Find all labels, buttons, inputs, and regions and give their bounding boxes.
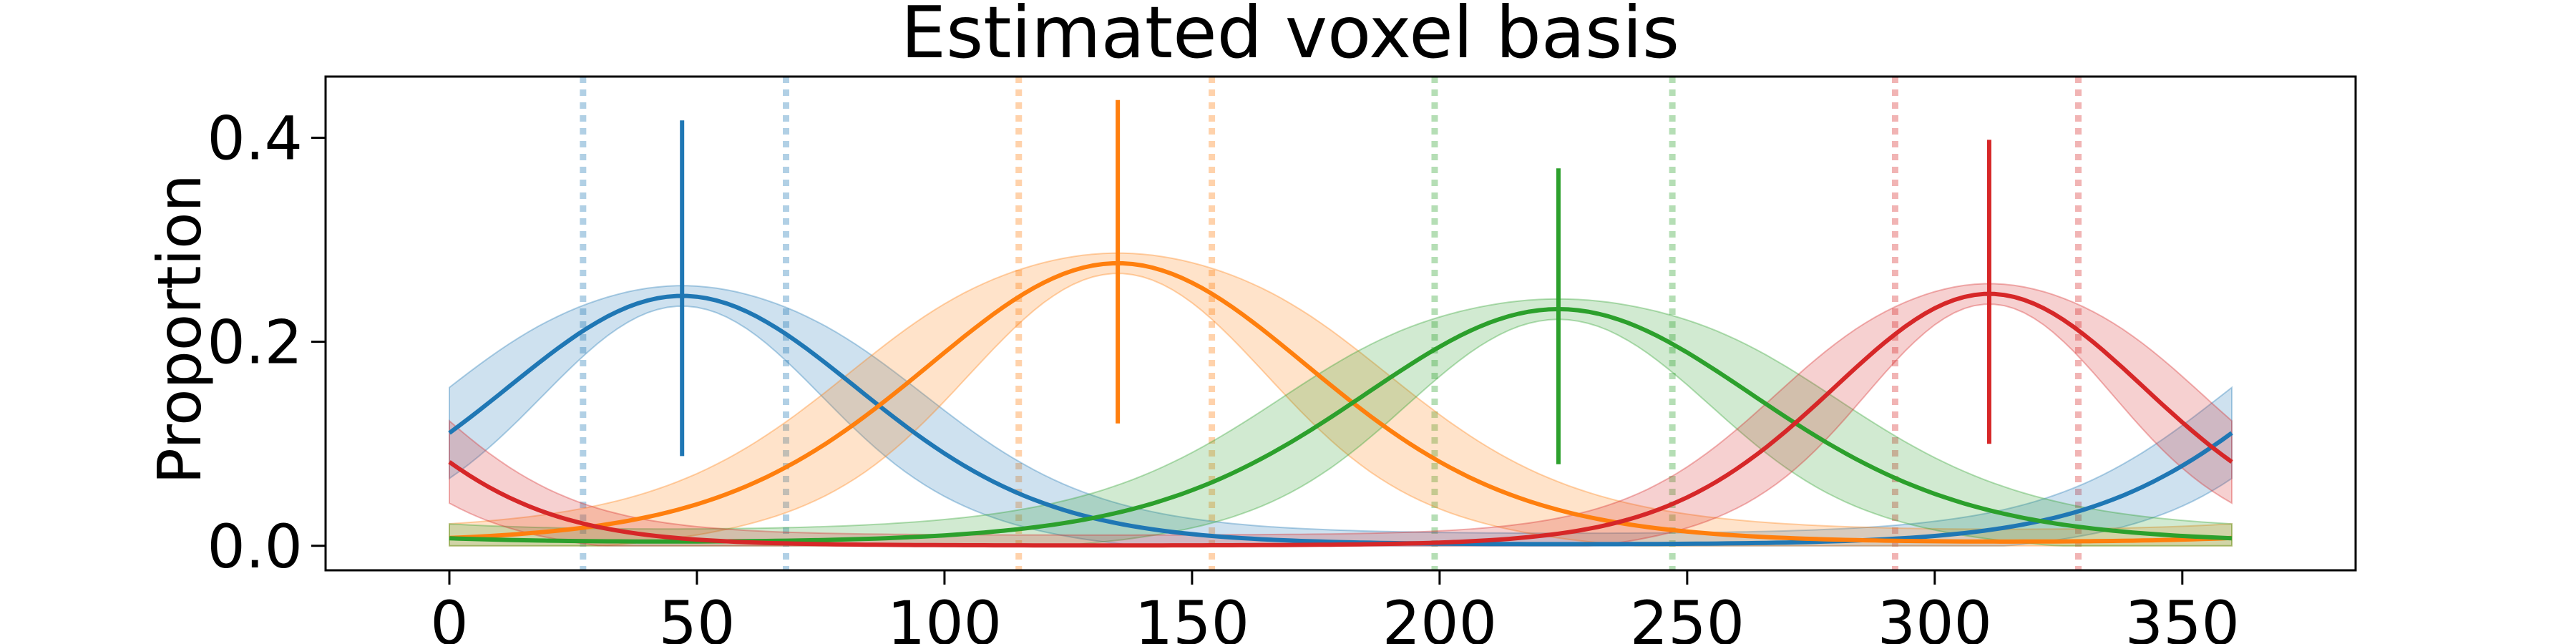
chart-title: Estimated voxel basis — [901, 0, 1679, 74]
x-tick-label-150: 150 — [1135, 588, 1249, 644]
x-tick-label-100: 100 — [887, 588, 1002, 644]
x-tick-label-50: 50 — [659, 588, 736, 644]
plot-contents — [448, 77, 2233, 570]
tuning-curve-2 — [449, 261, 2233, 544]
y-tick-label-2: 0.4 — [207, 104, 303, 174]
x-tick-label-250: 250 — [1630, 588, 1745, 644]
tuning-curve-1 — [448, 293, 2233, 547]
plot-area — [448, 77, 2233, 570]
axes: 0 50 100 150 200 250 300 350 0.0 0.2 0.4 — [207, 75, 2357, 644]
confidence-band-2 — [449, 252, 2233, 547]
x-tick-label-200: 200 — [1382, 588, 1497, 644]
tuning-curve-4 — [448, 291, 2233, 548]
x-tick-label-350: 350 — [2125, 588, 2240, 644]
y-tick-label-1: 0.2 — [207, 308, 303, 378]
y-axis-label: Proportion — [145, 174, 215, 484]
x-tick-label-0: 0 — [430, 588, 468, 644]
plot-frame — [324, 75, 2357, 572]
x-tick-label-300: 300 — [1878, 588, 1992, 644]
y-tick-label-0: 0.0 — [207, 512, 303, 582]
